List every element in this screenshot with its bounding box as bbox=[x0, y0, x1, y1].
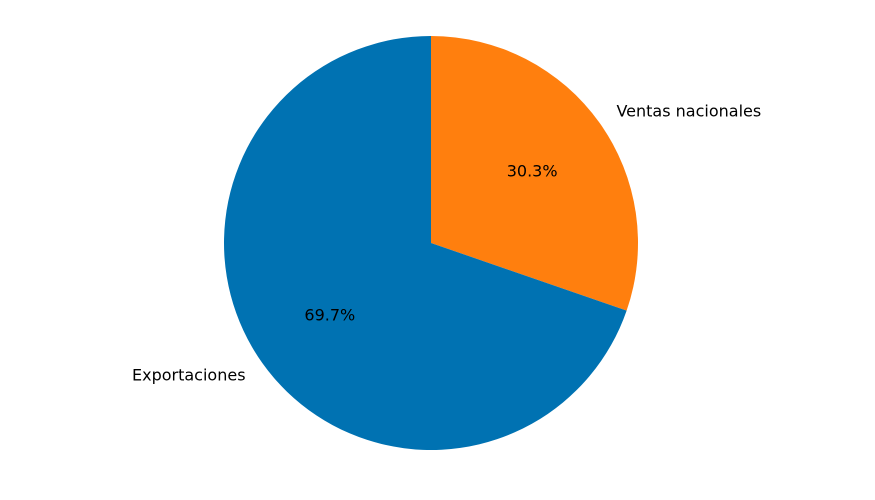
pie-pct-label-2: 69.7% bbox=[304, 306, 355, 325]
pie-pct-label-1: 30.3% bbox=[507, 161, 558, 180]
slices-layer bbox=[223, 35, 638, 451]
pie-slice-2 bbox=[223, 35, 627, 451]
labels-layer: 30.3% Ventas nacionales 69.7% Exportaciones bbox=[132, 101, 761, 384]
pie-slice-1 bbox=[431, 36, 638, 311]
pie-slice-label-2: Exportaciones bbox=[132, 366, 246, 385]
pie-slice-label-1: Ventas nacionales bbox=[616, 101, 761, 120]
